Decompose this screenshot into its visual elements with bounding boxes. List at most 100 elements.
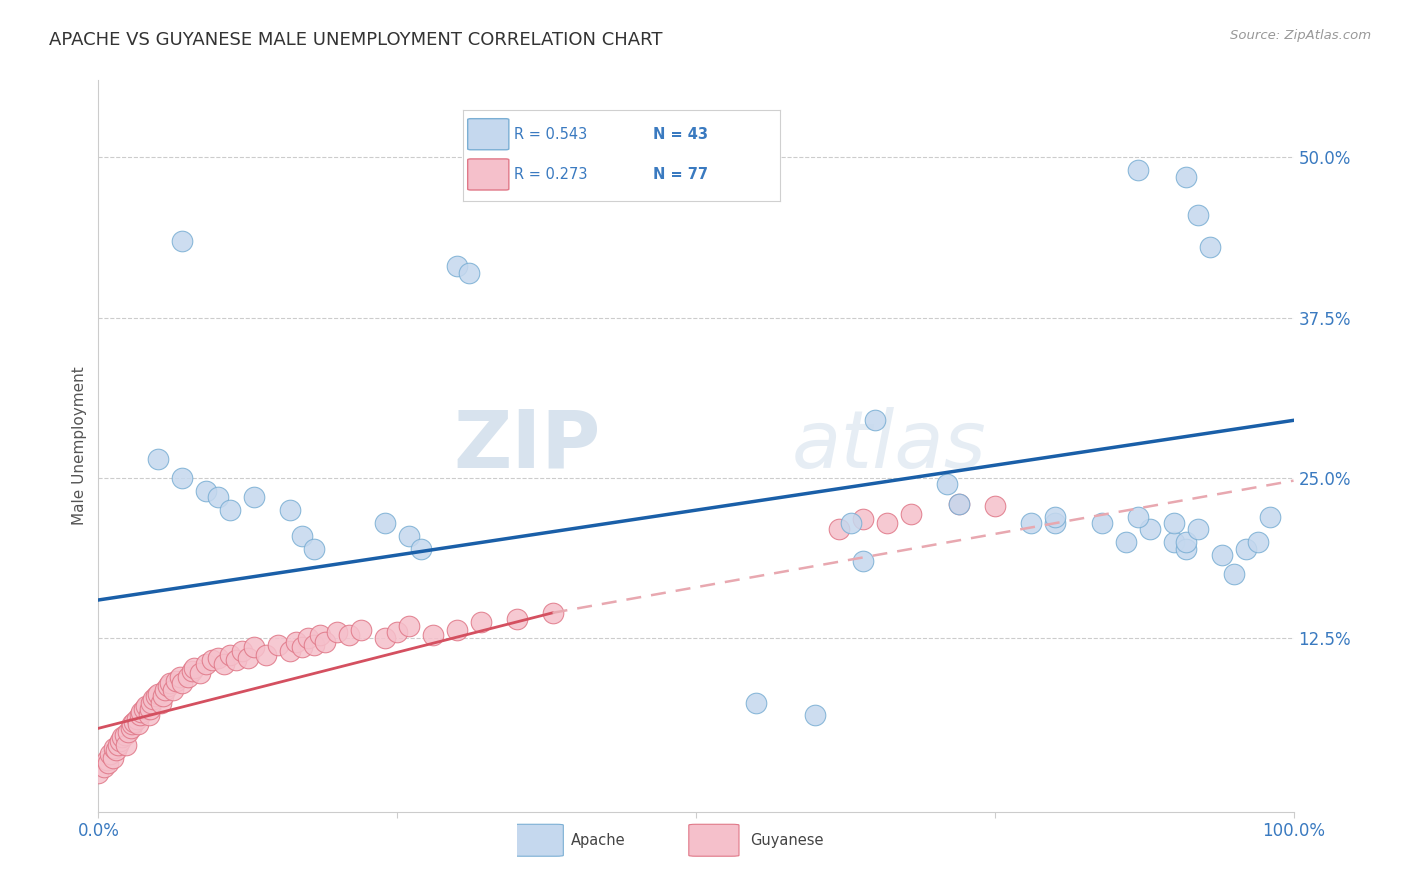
Point <box>291 640 314 655</box>
Point <box>148 451 170 466</box>
Point <box>254 648 277 662</box>
Point <box>172 471 194 485</box>
Point <box>129 708 152 723</box>
Point <box>1199 240 1222 254</box>
Point <box>219 503 242 517</box>
Point <box>135 699 157 714</box>
Point <box>1128 163 1150 178</box>
Point <box>1175 169 1198 184</box>
Point <box>169 670 191 684</box>
Point <box>470 615 492 629</box>
Point <box>852 554 875 568</box>
Point <box>156 679 179 693</box>
Point <box>291 529 314 543</box>
Point <box>172 676 194 690</box>
Point <box>1091 516 1114 530</box>
Point <box>1163 516 1185 530</box>
Point <box>121 717 143 731</box>
Point <box>207 491 229 505</box>
Text: ZIP: ZIP <box>453 407 600 485</box>
Point <box>1223 567 1246 582</box>
Point <box>195 483 218 498</box>
Point <box>131 705 153 719</box>
Point <box>115 738 138 752</box>
Y-axis label: Male Unemployment: Male Unemployment <box>72 367 87 525</box>
Point <box>125 712 148 726</box>
Point <box>124 714 146 729</box>
Point <box>315 635 337 649</box>
Point <box>302 638 325 652</box>
Point <box>876 516 898 530</box>
Point <box>374 516 396 530</box>
Point <box>180 664 202 678</box>
Point <box>458 266 481 280</box>
Point <box>828 523 851 537</box>
Point <box>96 753 118 767</box>
Point <box>936 477 959 491</box>
Point <box>1211 548 1233 562</box>
Point <box>350 623 373 637</box>
Point <box>267 638 290 652</box>
Point <box>302 541 325 556</box>
Point <box>422 627 444 641</box>
Point <box>127 717 149 731</box>
Point <box>852 512 875 526</box>
Point <box>107 738 129 752</box>
Point <box>105 743 128 757</box>
Point <box>278 644 301 658</box>
Point <box>1043 509 1066 524</box>
Point <box>149 696 172 710</box>
Point <box>1043 516 1066 530</box>
Point <box>93 760 115 774</box>
Point <box>1019 516 1042 530</box>
Point <box>236 650 259 665</box>
Point <box>103 740 125 755</box>
Point <box>177 670 200 684</box>
Point <box>1234 541 1257 556</box>
Point <box>142 691 165 706</box>
Point <box>219 648 242 662</box>
Point <box>1139 523 1161 537</box>
Text: atlas: atlas <box>792 407 987 485</box>
Point <box>1115 535 1137 549</box>
Point <box>243 491 266 505</box>
Point <box>745 696 768 710</box>
Point <box>201 653 224 667</box>
Point <box>195 657 218 672</box>
Point <box>1187 208 1209 222</box>
Point <box>87 766 110 780</box>
Text: APACHE VS GUYANESE MALE UNEMPLOYMENT CORRELATION CHART: APACHE VS GUYANESE MALE UNEMPLOYMENT COR… <box>49 31 662 49</box>
Point <box>865 413 887 427</box>
Text: Source: ZipAtlas.com: Source: ZipAtlas.com <box>1230 29 1371 42</box>
Point <box>984 500 1007 514</box>
Point <box>398 618 420 632</box>
Point <box>374 632 396 646</box>
Point <box>1128 509 1150 524</box>
Point <box>117 725 139 739</box>
Point <box>1247 535 1270 549</box>
Point <box>385 625 409 640</box>
Point <box>278 503 301 517</box>
Point <box>188 666 211 681</box>
Point <box>207 650 229 665</box>
Point <box>225 653 247 667</box>
Point <box>155 682 177 697</box>
Point <box>446 623 468 637</box>
Point <box>446 260 468 274</box>
Point <box>138 708 160 723</box>
Point <box>243 640 266 655</box>
Point <box>308 627 330 641</box>
Point <box>231 644 253 658</box>
Point <box>1187 523 1209 537</box>
Point <box>297 632 319 646</box>
Point <box>97 756 120 770</box>
Point <box>108 734 131 748</box>
Point <box>159 676 181 690</box>
Point <box>411 541 433 556</box>
Point <box>1163 535 1185 549</box>
Point <box>111 731 134 745</box>
Point <box>101 751 124 765</box>
Point <box>139 702 162 716</box>
Point <box>948 497 970 511</box>
Point <box>183 661 205 675</box>
